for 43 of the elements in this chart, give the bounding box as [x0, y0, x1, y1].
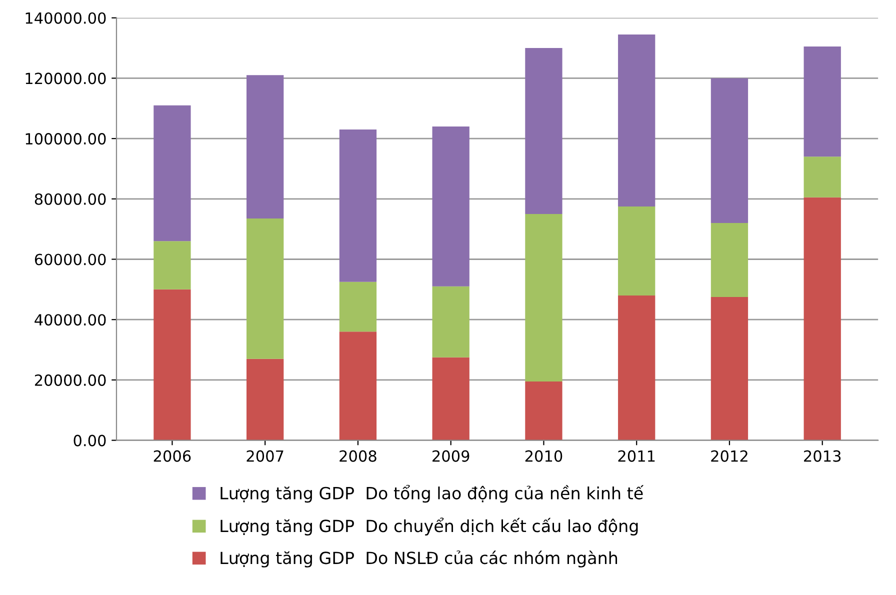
y-tick-label: 60000.00 [34, 254, 106, 266]
bar [246, 75, 284, 219]
bar [710, 78, 748, 224]
bar [710, 296, 748, 440]
bar [432, 286, 470, 358]
y-tick-label: 20000.00 [34, 374, 106, 386]
bar [618, 295, 656, 440]
bar [154, 241, 191, 290]
bar [246, 358, 284, 440]
bar [154, 289, 191, 440]
x-tick-label: 2008 [340, 450, 376, 462]
y-tick-label: 40000.00 [34, 314, 106, 326]
x-tick-label: 2013 [804, 450, 841, 462]
bar [154, 105, 191, 242]
y-tick-label: 100000.00 [26, 133, 106, 145]
bar [804, 156, 841, 198]
bar [432, 126, 470, 286]
legend-label: Lượng tăng GDP Do chuyển dịch kết cấu lao động [220, 518, 638, 536]
x-tick-label: 2012 [711, 450, 748, 462]
bar [432, 357, 470, 440]
legend-label: Lượng tăng GDP Do NSLĐ của các nhóm ngành [220, 550, 618, 568]
x-tick-label: 2011 [618, 450, 655, 462]
bar [525, 381, 562, 440]
bar [246, 218, 284, 359]
y-tick-label: 140000.00 [26, 12, 106, 24]
y-tick-label: 0.00 [74, 434, 106, 446]
x-tick-label: 2010 [525, 450, 562, 462]
bar [339, 282, 377, 332]
bar [710, 223, 748, 297]
bar [804, 197, 841, 440]
x-tick-label: 2009 [432, 450, 470, 462]
y-tick-label: 80000.00 [34, 193, 106, 205]
bar [525, 48, 562, 214]
legend-label: Lượng tăng GDP Do tổng lao động của nền kinh tế [220, 484, 644, 503]
bar [804, 46, 841, 157]
bar [339, 130, 377, 282]
bar [618, 206, 656, 296]
bar [618, 34, 656, 206]
y-tick-label: 120000.00 [26, 72, 106, 84]
x-tick-label: 2006 [154, 450, 191, 462]
bar [339, 332, 377, 440]
bar [525, 214, 562, 382]
x-tick-label: 2007 [246, 450, 284, 462]
